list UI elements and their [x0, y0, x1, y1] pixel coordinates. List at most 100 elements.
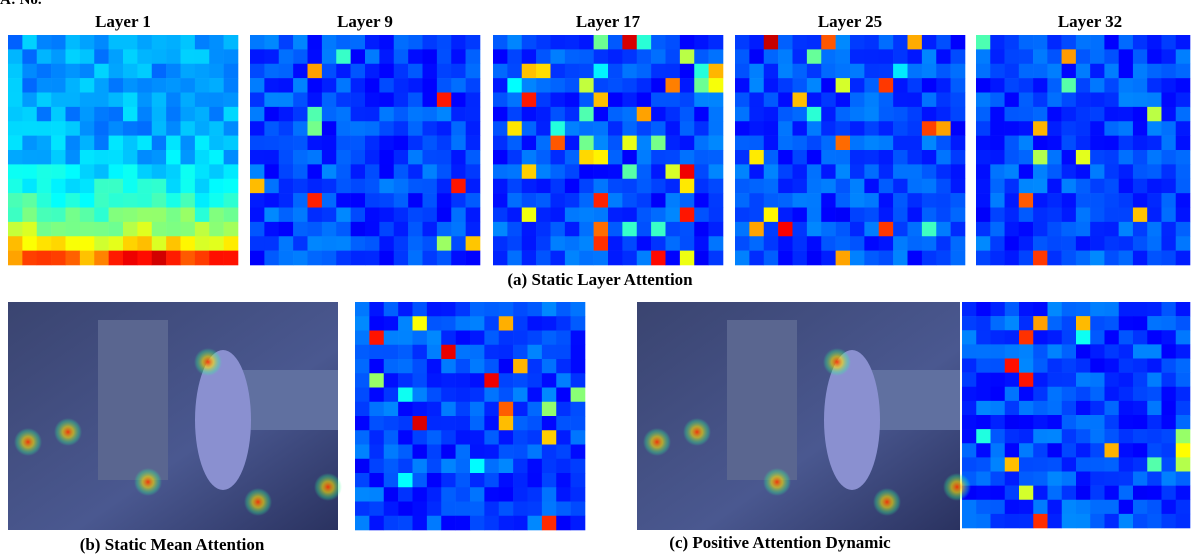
heat-cell [123, 222, 138, 237]
heat-cell [1147, 387, 1162, 401]
heat-cell [793, 107, 808, 122]
heat-cell [1090, 93, 1105, 108]
heat-cell [398, 445, 413, 460]
heat-cell [441, 416, 456, 431]
heat-cell [976, 136, 991, 151]
heat-cell [1048, 330, 1063, 344]
heat-cell [166, 208, 181, 223]
heat-cell [1161, 222, 1176, 237]
heat-cell [408, 121, 423, 136]
heat-cell [137, 49, 152, 64]
heat-cell [466, 78, 481, 93]
heat-cell [749, 179, 764, 194]
heat-cell [594, 121, 609, 136]
heat-cell [522, 150, 537, 165]
heat-cell [224, 107, 239, 122]
heat-cell [522, 107, 537, 122]
heat-cell [528, 345, 543, 360]
heat-cell [1119, 222, 1134, 237]
heat-cell [709, 236, 724, 251]
heat-cell [451, 236, 466, 251]
heat-cell [594, 78, 609, 93]
heat-cell [1147, 64, 1162, 79]
heat-cell [1019, 150, 1034, 165]
heat-cell [836, 222, 851, 237]
heat-cell [565, 78, 580, 93]
heat-cell [556, 331, 571, 346]
heat-cell [336, 150, 351, 165]
heat-cell [694, 64, 709, 79]
heat-cell [749, 93, 764, 108]
heat-cell [513, 416, 528, 431]
heat-cell [351, 93, 366, 108]
heat-cell [484, 331, 499, 346]
heat-cell [694, 136, 709, 151]
heat-cell [80, 64, 95, 79]
heat-cell [365, 179, 380, 194]
heat-cell [1076, 401, 1091, 415]
heat-cell [1119, 49, 1134, 64]
heat-cell [908, 150, 923, 165]
heat-cell [437, 107, 452, 122]
heat-cell [951, 78, 966, 93]
heat-cell [922, 193, 937, 208]
heat-cell [1090, 429, 1105, 443]
heat-cell [936, 49, 951, 64]
heat-cell [250, 49, 265, 64]
heat-cell [264, 136, 279, 151]
heat-cell [1119, 387, 1134, 401]
heat-cell [1147, 344, 1162, 358]
heat-cell [1147, 359, 1162, 373]
heat-cell [181, 251, 196, 266]
heat-cell [456, 345, 471, 360]
heat-cell [709, 64, 724, 79]
heat-cell [1005, 302, 1020, 316]
heat-cell [528, 416, 543, 431]
heat-cell [542, 487, 557, 502]
heat-cell [209, 93, 224, 108]
heat-cell [137, 222, 152, 237]
heat-cell [398, 487, 413, 502]
heat-cell [594, 93, 609, 108]
heat-cell [109, 251, 124, 266]
heat-cell [864, 78, 879, 93]
heat-cell [1033, 387, 1048, 401]
heat-cell [51, 64, 66, 79]
heat-cell [123, 193, 138, 208]
heat-cell [398, 302, 413, 317]
heat-cell [279, 164, 294, 179]
heat-cell [470, 430, 485, 445]
heat-cell [922, 222, 937, 237]
heat-cell [66, 93, 81, 108]
heat-cell [209, 150, 224, 165]
heat-cell [384, 430, 399, 445]
heat-cell [1090, 472, 1105, 486]
heat-cell [279, 222, 294, 237]
heat-cell [1019, 64, 1034, 79]
heat-cell [1005, 121, 1020, 136]
heat-cell [355, 459, 370, 474]
heat-cell [408, 193, 423, 208]
heat-cell [764, 164, 779, 179]
heat-cell [1076, 359, 1091, 373]
heat-cell [666, 107, 681, 122]
heat-cell [1161, 164, 1176, 179]
heat-cell [622, 208, 637, 223]
heat-cell [735, 78, 750, 93]
heat-cell [1162, 302, 1177, 316]
heat-cell [1033, 316, 1048, 330]
heat-cell [1104, 222, 1119, 237]
heat-cell [542, 331, 557, 346]
heat-cell [821, 222, 836, 237]
heat-cell [137, 35, 152, 50]
heat-cell [109, 236, 124, 251]
heat-cell [622, 49, 637, 64]
heat-cell [608, 193, 623, 208]
heat-cell [369, 416, 384, 431]
heat-cell [1005, 136, 1020, 151]
heat-cell [990, 150, 1005, 165]
heat-cell [680, 150, 695, 165]
heat-cell [1090, 344, 1105, 358]
heat-cell [936, 164, 951, 179]
heat-cell [991, 514, 1006, 528]
